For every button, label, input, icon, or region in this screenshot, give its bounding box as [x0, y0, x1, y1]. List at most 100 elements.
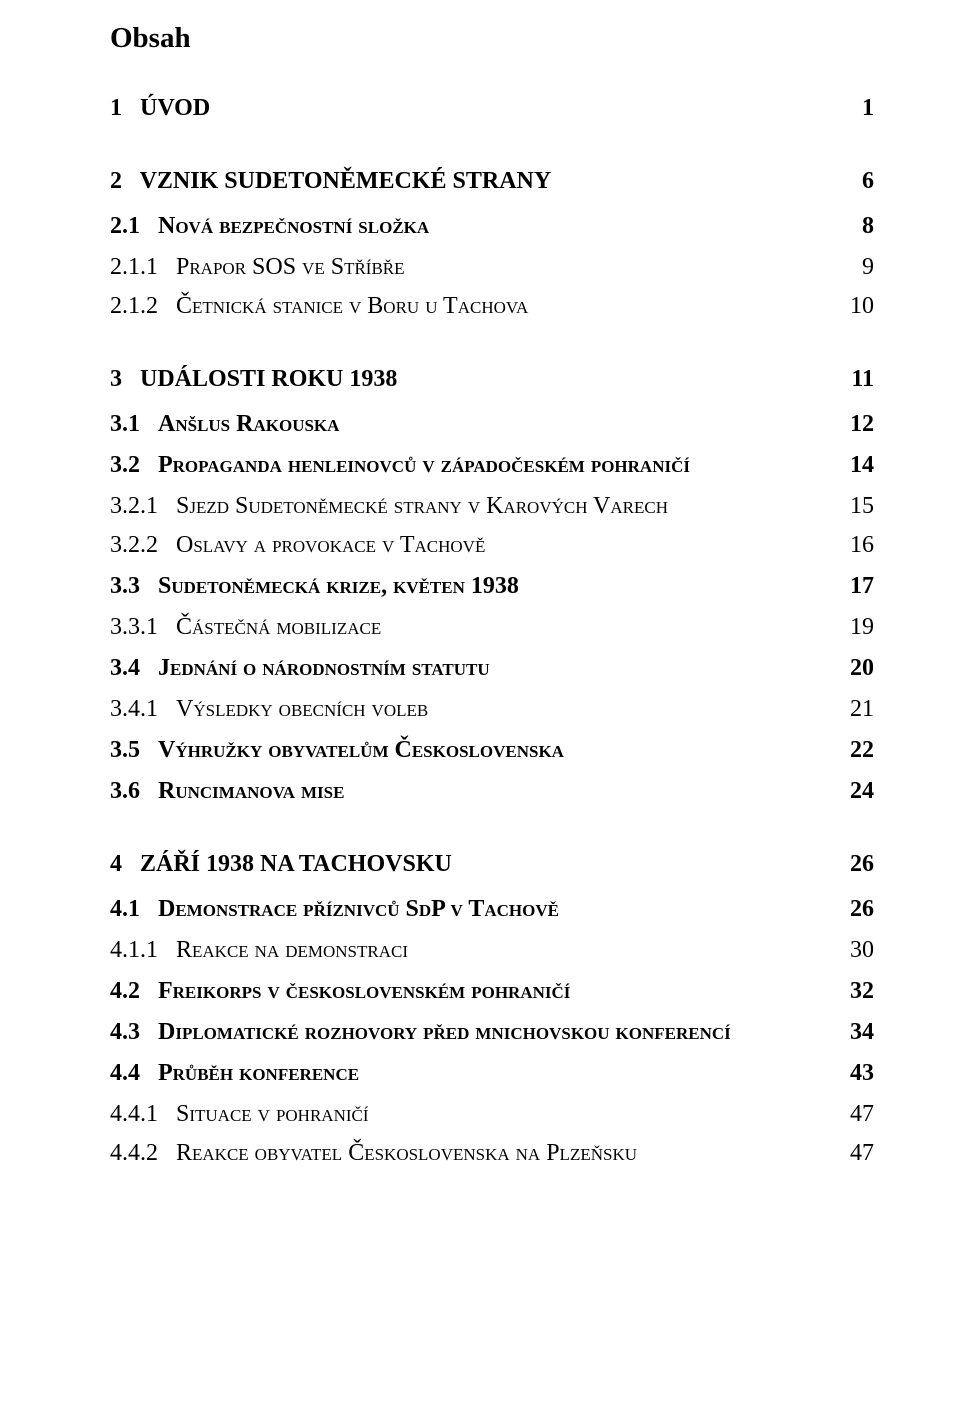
toc-entry-number: 3.2 — [110, 452, 140, 478]
toc-entry-label: 3.2.2 Oslavy a provokace v Tachově — [110, 532, 485, 559]
toc-entry-title: Runcimanova mise — [158, 778, 344, 804]
toc-entry-label: 4.4.2 Reakce obyvatel Československa na … — [110, 1140, 637, 1167]
toc-entry-number: 4.1.1 — [110, 937, 158, 963]
toc-entry-page: 32 — [834, 978, 874, 1005]
toc-entry-page: 17 — [834, 573, 874, 600]
toc-entry-title: Freikorps v československém pohraničí — [158, 978, 570, 1004]
toc-entry-number: 3.1 — [110, 411, 140, 437]
toc-entry-label: 3.3 Sudetoněmecká krize, květen 1938 — [110, 573, 519, 600]
toc-entry-label: 3.6 Runcimanova mise — [110, 778, 344, 805]
toc-entry: 2 VZNIK SUDETONĚMECKÉ STRANY6 — [110, 168, 874, 195]
toc-entry-page: 8 — [834, 213, 874, 240]
toc-entry-label: 4 ZÁŘÍ 1938 NA TACHOVSKU — [110, 851, 452, 878]
toc-entry: 3.3 Sudetoněmecká krize, květen 1938 17 — [110, 573, 874, 600]
toc-entry: 3.2.2 Oslavy a provokace v Tachově16 — [110, 532, 874, 559]
toc-entry: 4.1 Demonstrace příznivců SdP v Tachově 2… — [110, 896, 874, 923]
toc-entry: 4.4 Průběh konference 43 — [110, 1060, 874, 1087]
toc-entry: 4.2 Freikorps v československém pohranič… — [110, 978, 874, 1005]
toc-entry-title: Sudetoněmecká krize, květen 1938 — [158, 573, 519, 599]
toc-entry-number: 3.4.1 — [110, 696, 158, 722]
toc-entry-number: 2.1.1 — [110, 254, 158, 280]
toc-entry-label: 2.1.1 Prapor SOS ve Stříbře — [110, 254, 405, 281]
toc-entry-number: 4 — [110, 851, 122, 877]
toc-entry: 4 ZÁŘÍ 1938 NA TACHOVSKU 26 — [110, 851, 874, 878]
toc-entry-title: Jednání o národnostním statutu — [158, 655, 490, 681]
toc-entry-number: 1 — [110, 95, 122, 121]
toc-entry-label: 2 VZNIK SUDETONĚMECKÉ STRANY — [110, 168, 551, 195]
toc-entry-title: Reakce na demonstraci — [176, 937, 408, 963]
toc-entry: 3.5 Výhružky obyvatelům Československa 22 — [110, 737, 874, 764]
toc-entry-label: 3.5 Výhružky obyvatelům Československa — [110, 737, 564, 764]
doc-title: Obsah — [110, 22, 874, 55]
toc-entry-number: 4.4 — [110, 1060, 140, 1086]
toc-entry-title: Anšlus Rakouska — [158, 411, 339, 437]
toc-entry-page: 26 — [834, 851, 874, 878]
toc-entry-title: ÚVOD — [140, 95, 210, 121]
toc-entry-page: 47 — [834, 1101, 874, 1128]
toc-entry: 4.4.2 Reakce obyvatel Československa na … — [110, 1140, 874, 1167]
toc-entry-page: 12 — [834, 411, 874, 438]
toc-entry-title: Reakce obyvatel Československa na Plzeňs… — [176, 1140, 637, 1166]
toc-entry-number: 3.2.2 — [110, 532, 158, 558]
toc-entry-number: 3 — [110, 366, 122, 392]
toc-entry-label: 2.1.2 Četnická stanice v Boru u Tachova — [110, 293, 528, 320]
toc-entry-label: 1 ÚVOD — [110, 95, 210, 122]
toc-entry-label: 4.1 Demonstrace příznivců SdP v Tachově — [110, 896, 559, 923]
toc-entry: 3 UDÁLOSTI ROKU 193811 — [110, 366, 874, 393]
toc-entry-title: Výhružky obyvatelům Československa — [158, 737, 564, 763]
toc-entry-label: 3.2 Propaganda henleinovců v západočeské… — [110, 452, 690, 479]
toc-entry-title: Četnická stanice v Boru u Tachova — [176, 293, 528, 319]
toc-entry-label: 2.1 Nová bezpečnostní složka — [110, 213, 429, 240]
toc-entry: 2.1.1 Prapor SOS ve Stříbře 9 — [110, 254, 874, 281]
toc-entry-title: UDÁLOSTI ROKU 1938 — [140, 366, 397, 392]
toc-entry-title: Prapor SOS ve Stříbře — [176, 254, 405, 280]
toc-entry-number: 3.5 — [110, 737, 140, 763]
toc-entry-title: Průběh konference — [158, 1060, 359, 1086]
toc-entry-page: 20 — [834, 655, 874, 682]
toc-entry-page: 10 — [834, 293, 874, 320]
toc-entry-title: Propaganda henleinovců v západočeském po… — [158, 452, 690, 478]
toc-entry-label: 3.4.1 Výsledky obecních voleb — [110, 696, 428, 723]
toc-entry-title: Výsledky obecních voleb — [176, 696, 428, 722]
toc-entry-label: 4.1.1 Reakce na demonstraci — [110, 937, 408, 964]
toc-entry-number: 4.2 — [110, 978, 140, 1004]
toc-entry-number: 2.1.2 — [110, 293, 158, 319]
toc-entry: 3.2.1 Sjezd Sudetoněmecké strany v Karov… — [110, 493, 874, 520]
toc-entry-title: Situace v pohraničí — [176, 1101, 369, 1127]
toc-entry-page: 26 — [834, 896, 874, 923]
toc-entry-label: 4.2 Freikorps v československém pohranič… — [110, 978, 570, 1005]
toc-entry-number: 3.4 — [110, 655, 140, 681]
toc-entry-page: 19 — [834, 614, 874, 641]
toc-entry-page: 43 — [834, 1060, 874, 1087]
toc-entry-page: 34 — [834, 1019, 874, 1046]
toc-entry-page: 47 — [834, 1140, 874, 1167]
toc-entry: 4.1.1 Reakce na demonstraci 30 — [110, 937, 874, 964]
toc-entry-title: Sjezd Sudetoněmecké strany v Karových Va… — [176, 493, 668, 519]
toc-entry-page: 1 — [834, 95, 874, 122]
toc-entry: 2.1 Nová bezpečnostní složka 8 — [110, 213, 874, 240]
toc-entry-number: 3.2.1 — [110, 493, 158, 519]
toc-entry: 3.3.1 Částečná mobilizace 19 — [110, 614, 874, 641]
toc-entry-title: Nová bezpečnostní složka — [158, 213, 429, 239]
toc-entry: 3.2 Propaganda henleinovců v západočeské… — [110, 452, 874, 479]
toc-entry-number: 3.3 — [110, 573, 140, 599]
toc-entry: 3.4.1 Výsledky obecních voleb21 — [110, 696, 874, 723]
toc-entry: 2.1.2 Četnická stanice v Boru u Tachova 1… — [110, 293, 874, 320]
toc-entry-number: 2 — [110, 168, 122, 194]
toc-entry-title: Částečná mobilizace — [176, 614, 381, 640]
toc-entry-title: Diplomatické rozhovory před mnichovskou … — [158, 1019, 731, 1045]
toc-entry-title: VZNIK SUDETONĚMECKÉ STRANY — [140, 168, 552, 194]
toc-entry-page: 22 — [834, 737, 874, 764]
toc-list: 1 ÚVOD12 VZNIK SUDETONĚMECKÉ STRANY62.1 … — [110, 95, 874, 1167]
toc-entry-label: 3.4 Jednání o národnostním statutu — [110, 655, 490, 682]
toc-entry-title: Demonstrace příznivců SdP v Tachově — [158, 896, 559, 922]
toc-entry-label: 3 UDÁLOSTI ROKU 1938 — [110, 366, 397, 393]
toc-entry-number: 4.1 — [110, 896, 140, 922]
toc-entry: 4.3 Diplomatické rozhovory před mnichovs… — [110, 1019, 874, 1046]
toc-entry-page: 9 — [834, 254, 874, 281]
toc-entry-number: 3.3.1 — [110, 614, 158, 640]
toc-entry-page: 30 — [834, 937, 874, 964]
toc-page: Obsah 1 ÚVOD12 VZNIK SUDETONĚMECKÉ STRAN… — [0, 0, 960, 1405]
toc-entry-number: 4.4.1 — [110, 1101, 158, 1127]
toc-entry: 3.6 Runcimanova mise24 — [110, 778, 874, 805]
